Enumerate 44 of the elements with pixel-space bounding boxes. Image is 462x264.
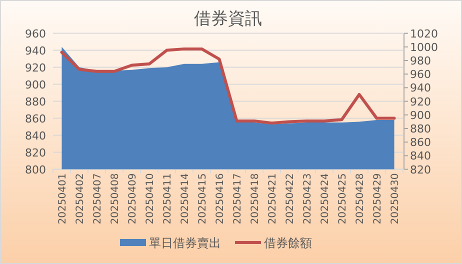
x-tick-label: 20250428 bbox=[355, 173, 366, 224]
y-tick-label: 840 bbox=[25, 129, 46, 142]
x-tick-label: 20250424 bbox=[320, 173, 332, 224]
y2-tick-label: 980 bbox=[410, 54, 431, 68]
x-tick-label: 20250408 bbox=[110, 173, 122, 224]
x-tick-label: 20250421 bbox=[268, 173, 279, 224]
x-tick-label: 20250430 bbox=[390, 173, 402, 224]
y-tick-label: 940 bbox=[25, 44, 46, 58]
x-tick-label: 20250416 bbox=[215, 173, 226, 224]
y-tick-label: 960 bbox=[25, 27, 46, 40]
y2-tick-label: 920 bbox=[410, 95, 431, 108]
y-tick-label: 800 bbox=[25, 163, 46, 176]
chart-title: 借券資訊 bbox=[194, 9, 262, 29]
y-tick-label: 820 bbox=[25, 146, 46, 160]
x-tick-label: 20250414 bbox=[180, 173, 192, 224]
y2-tick-label: 880 bbox=[410, 122, 431, 136]
x-tick-label: 20250425 bbox=[338, 173, 349, 224]
x-tick-label: 20250411 bbox=[162, 173, 174, 224]
y2-tick-label: 1020 bbox=[410, 27, 438, 40]
legend-label: 借券餘額 bbox=[264, 236, 312, 250]
y2-tick-label: 940 bbox=[410, 82, 431, 95]
x-tick-label: 20250422 bbox=[285, 173, 296, 224]
line-series bbox=[60, 47, 396, 125]
y2-tick-label: 820 bbox=[410, 163, 431, 176]
y2-tick-label: 960 bbox=[410, 68, 431, 82]
y-tick-label: 920 bbox=[25, 61, 46, 74]
x-tick-label: 20250407 bbox=[92, 173, 104, 224]
y-tick-label: 860 bbox=[25, 112, 46, 126]
y-tick-label: 900 bbox=[25, 78, 46, 92]
x-tick-label: 20250417 bbox=[232, 173, 244, 224]
y2-tick-label: 900 bbox=[410, 108, 431, 122]
x-tick-label: 20250410 bbox=[145, 173, 156, 224]
y2-tick-label: 860 bbox=[410, 136, 431, 150]
y2-tick-label: 1000 bbox=[410, 40, 438, 54]
y-tick-label: 880 bbox=[25, 95, 46, 108]
x-tick-label: 20250418 bbox=[250, 173, 262, 224]
x-tick-label: 20250402 bbox=[75, 173, 86, 224]
x-tick-label: 20250409 bbox=[128, 173, 139, 224]
x-tick-label: 20250401 bbox=[58, 173, 69, 224]
x-tick-label: 20250429 bbox=[372, 173, 384, 224]
x-tick-label: 20250415 bbox=[198, 173, 209, 224]
legend-label: 單日借券賣出 bbox=[149, 236, 221, 250]
y2-tick-label: 840 bbox=[410, 150, 431, 163]
x-tick-label: 20250423 bbox=[302, 173, 314, 224]
